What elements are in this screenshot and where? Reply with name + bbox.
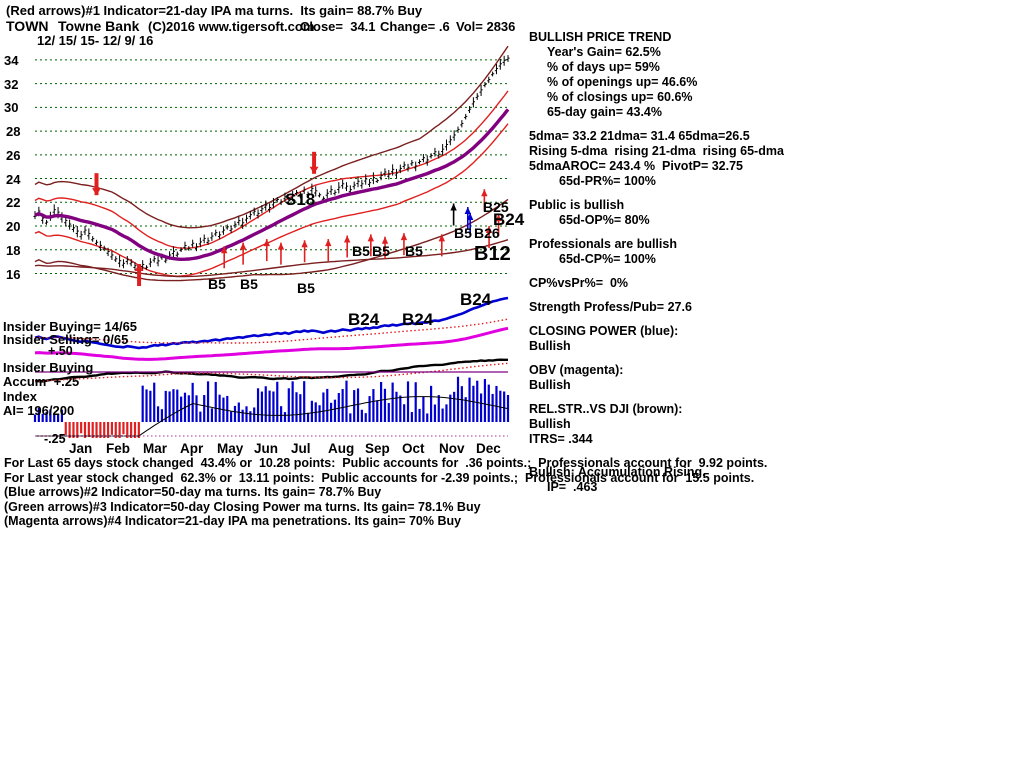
panel-65d-op: 65d-OP%= 80% [559, 213, 650, 227]
panel-obv-title: OBV (magenta): [529, 363, 624, 377]
chart-label-b5: B5 [297, 280, 315, 296]
panel-65day-gain: 65-day gain= 43.4% [547, 105, 662, 119]
header-date-range: 12/ 15/ 15- 12/ 9/ 16 [37, 33, 154, 48]
panel-closing-power-value: Bullish [529, 339, 571, 353]
relative-strength-line [34, 239, 509, 278]
panel-public-sentiment: Public is bullish [529, 198, 625, 212]
chart-label-b5: B5 [208, 276, 226, 292]
x-axis-tick-feb: Feb [106, 441, 131, 456]
analysis-panel: BULLISH PRICE TREND Year's Gain= 62.5% %… [529, 30, 829, 495]
price-bars [33, 55, 510, 273]
footer-line-magenta-arrows: (Magenta arrows)#4 Indicator=21-day IPA … [4, 514, 462, 528]
y-axis-tick-28: 28 [6, 124, 21, 140]
accumulation-index-line [34, 358, 509, 383]
footer-line-lastyear: For Last year stock changed 62.3% or 13.… [4, 470, 755, 485]
chart-label-b24: B24 [493, 210, 525, 229]
panel-openings-up: % of openings up= 46.6% [547, 75, 698, 89]
panel-65d-cp: 65d-CP%= 100% [559, 252, 656, 266]
header-copyright: (C)2016 www.tigersoft.com [148, 19, 315, 34]
x-axis-tick-nov: Nov [439, 441, 465, 456]
header-close: Close= 34.1 [300, 19, 376, 34]
panel-aroc-pivot: 5dmaAROC= 243.4 % PivotP= 32.75 [529, 159, 743, 173]
y-axis-tick-16: 16 [6, 266, 21, 282]
x-axis-tick-oct: Oct [402, 441, 425, 456]
y-axis-tick-32: 32 [4, 76, 19, 92]
chart-label-b24: B24 [460, 290, 492, 309]
x-axis-tick-dec: Dec [476, 441, 501, 456]
panel-closing-power-title: CLOSING POWER (blue): [529, 324, 679, 338]
footer-line-green-arrows: (Green arrows)#3 Indicator=50-day Closin… [4, 499, 481, 514]
panel-relstr-value: Bullish [529, 417, 571, 431]
chart-label-b24: B24 [402, 310, 434, 329]
x-axis-tick-jan: Jan [69, 441, 93, 456]
panel-closings-up: % of closings up= 60.6% [547, 90, 693, 104]
panel-accumulation-status: Bullish: Accumulation Rising. [529, 465, 706, 479]
x-axis-tick-may: May [217, 441, 244, 456]
y-axis-tick-24: 24 [6, 171, 21, 187]
chart-label-b24: B24 [348, 310, 380, 329]
panel-strength-profess-pub: Strength Profess/Pub= 27.6 [529, 300, 692, 314]
ma21-line [34, 108, 510, 262]
y-axis-tick-34: 34 [4, 52, 19, 68]
accum-label-line2: Accum +.25 [3, 374, 80, 389]
header-company: Towne Bank [58, 18, 140, 34]
accum-label-line3: Index [3, 389, 37, 404]
insider-buying-count: Insider Buying= 14/65 [3, 319, 138, 334]
obv-line [34, 326, 509, 361]
y-axis-tick-22: 22 [6, 195, 21, 211]
panel-cp-vs-pr: CP%vsPr%= 0% [529, 276, 629, 290]
chart-label-b5: B5 [405, 243, 423, 259]
footer-text-block: For Last 65 days stock changed 43.4% or … [4, 456, 1020, 529]
footer-line-blue-arrows: (Blue arrows)#2 Indicator=50-day ma turn… [4, 485, 382, 499]
closing-power-line [34, 296, 509, 350]
x-axis-tick-sep: Sep [365, 441, 390, 456]
chart-svg [33, 45, 510, 438]
panel-obv-value: Bullish [529, 378, 571, 392]
header-volume: Vol= 2836 [456, 19, 516, 34]
price-chart-plot[interactable] [30, 30, 510, 438]
y-axis-tick-26: 26 [6, 147, 21, 163]
chart-label-b5: B5 [454, 225, 472, 241]
panel-rising-mas: Rising 5-dma rising 21-dma rising 65-dma [529, 144, 784, 158]
x-axis-tick-aug: Aug [328, 441, 355, 456]
signal-arrows [91, 151, 502, 287]
chart-label-b26: B26 [474, 225, 500, 241]
panel-itrs: ITRS= .344 [529, 432, 593, 446]
panel-65d-pr: 65d-PR%= 100% [559, 174, 656, 188]
accum-label-line1: Insider Buying [3, 360, 94, 375]
header-ticker: TOWN [6, 18, 49, 34]
chart-bands [34, 45, 509, 282]
chart-label-b12: B12 [474, 243, 511, 265]
footer-line-65days: For Last 65 days stock changed 43.4% or … [4, 456, 768, 470]
chart-label-b5: B5 [372, 243, 390, 259]
chart-label-s18: S18 [285, 190, 316, 209]
x-axis-tick-mar: Mar [143, 441, 168, 456]
panel-relstr-title: REL.STR..VS DJI (brown): [529, 402, 683, 416]
y-axis-tick-20: 20 [6, 219, 21, 235]
header-change: Change= .6 [380, 19, 450, 34]
panel-ip-value: IP= .463 [547, 480, 598, 494]
chart-label-b5: B5 [240, 276, 258, 292]
panel-trend-title: BULLISH PRICE TREND [529, 30, 672, 44]
y-axis-tick-30: 30 [4, 100, 19, 116]
y-axis-tick-18: 18 [6, 242, 21, 258]
x-axis-tick-apr: Apr [180, 441, 204, 456]
chart-label-b25: B25 [483, 199, 509, 215]
insider-selling-count: Insider Selling= 0/65 [3, 332, 129, 347]
x-axis-tick-jun: Jun [254, 441, 279, 456]
x-axis-tick-jul: Jul [291, 441, 311, 456]
accum-index-value: AI= 196/200 [3, 403, 75, 418]
panel-years-gain: Year's Gain= 62.5% [547, 45, 661, 59]
panel-days-up: % of days up= 59% [547, 60, 660, 74]
accum-scale-plus-half: +.50 [48, 344, 73, 358]
header-indicator-line: (Red arrows)#1 Indicator=21-day IPA ma t… [6, 3, 423, 18]
panel-moving-averages: 5dma= 33.2 21dma= 31.4 65dma=26.5 [529, 129, 750, 143]
panel-professional-sentiment: Professionals are bullish [529, 237, 677, 251]
accum-scale-minus-quarter: -.25 [44, 432, 66, 446]
volume-bars [33, 376, 510, 438]
chart-label-b5: B5 [352, 243, 370, 259]
